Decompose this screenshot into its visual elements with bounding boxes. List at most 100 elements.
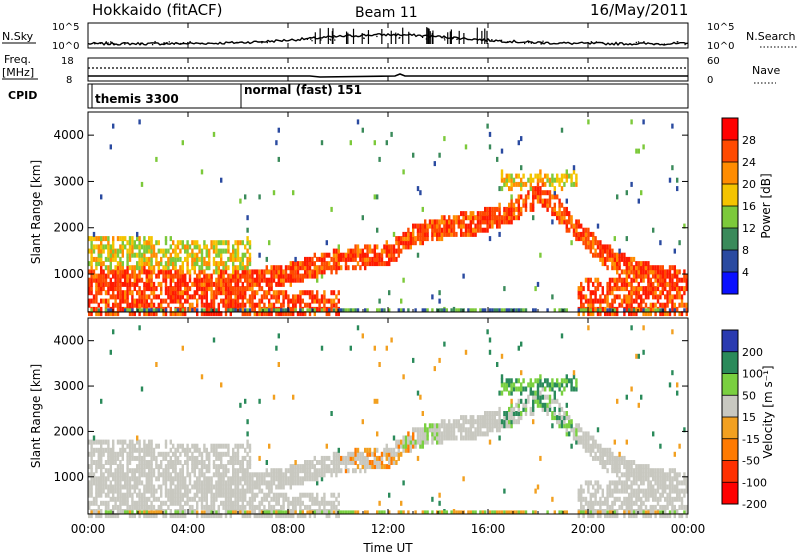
velocity-cell <box>669 382 671 387</box>
power-cell <box>503 286 505 291</box>
power-cell <box>189 286 191 291</box>
velocity-cell <box>484 431 486 436</box>
noise-search-point <box>501 40 502 41</box>
velocity-cell <box>652 485 654 490</box>
velocity-cell <box>316 468 318 473</box>
velocity-cell <box>402 436 404 441</box>
power-cell <box>374 194 376 199</box>
velocity-cell <box>122 440 124 445</box>
power-cell <box>167 257 169 262</box>
power-cell <box>671 294 673 299</box>
power-cell <box>587 228 589 233</box>
power-cell <box>657 265 659 270</box>
velocity-cell <box>220 501 222 506</box>
velocity-cell <box>460 423 462 428</box>
power-cell <box>213 290 215 295</box>
velocity-cell <box>414 427 416 432</box>
velocity-cell <box>220 382 222 387</box>
velocity-cell <box>114 497 116 502</box>
range-tick-label: 3000 <box>53 174 84 188</box>
power-cell <box>515 174 517 179</box>
velocity-cell <box>652 505 654 510</box>
velocity-cell <box>354 448 356 453</box>
colorbar-segment <box>722 206 738 228</box>
velocity-cell <box>592 456 594 461</box>
velocity-cell <box>616 509 618 514</box>
power-cell <box>110 278 112 283</box>
noise-search-point <box>107 42 108 43</box>
velocity-cell <box>93 509 95 514</box>
velocity-cell <box>628 460 630 465</box>
power-cell <box>141 182 143 187</box>
power-cell <box>642 119 644 124</box>
velocity-cell <box>604 460 606 465</box>
power-cell <box>570 215 572 220</box>
power-cell <box>585 294 587 299</box>
velocity-cell <box>438 501 440 506</box>
velocity-cell <box>105 460 107 465</box>
velocity-cell <box>278 362 280 367</box>
power-cell <box>467 215 469 220</box>
cpid-label: CPID <box>8 89 37 102</box>
power-cell <box>194 307 196 312</box>
velocity-cell <box>474 419 476 424</box>
power-cell <box>316 290 318 295</box>
velocity-cell <box>498 436 500 441</box>
velocity-cell <box>198 448 200 453</box>
velocity-cell <box>170 456 172 461</box>
velocity-cell <box>441 431 443 436</box>
power-cell <box>388 290 390 295</box>
noise-search-point <box>169 41 170 42</box>
velocity-cell <box>676 382 678 387</box>
velocity-cell <box>354 468 356 473</box>
power-cell <box>172 274 174 279</box>
power-cell <box>666 269 668 274</box>
noise-search-point <box>458 38 459 39</box>
power-cell <box>616 278 618 283</box>
velocity-cell <box>129 440 131 445</box>
velocity-cell <box>654 468 656 473</box>
power-cell <box>246 215 248 220</box>
velocity-cell <box>640 497 642 502</box>
velocity-cell <box>609 505 611 510</box>
velocity-cell <box>318 501 320 506</box>
velocity-cell <box>177 456 179 461</box>
power-cell <box>582 303 584 308</box>
power-cell <box>546 190 548 195</box>
velocity-cell <box>618 489 620 494</box>
power-cell <box>227 265 229 270</box>
velocity-cell <box>532 391 534 396</box>
power-cell <box>314 261 316 266</box>
power-cell <box>570 174 572 179</box>
velocity-cell <box>100 440 102 445</box>
power-cell <box>158 240 160 245</box>
velocity-cell <box>95 440 97 445</box>
power-cell <box>678 286 680 291</box>
noise-search-point <box>664 43 665 44</box>
power-cell <box>335 303 337 308</box>
velocity-cell <box>340 468 342 473</box>
velocity-cell <box>455 419 457 424</box>
velocity-cell <box>311 460 313 465</box>
power-cell <box>681 294 683 299</box>
power-cell <box>587 278 589 283</box>
power-cell <box>563 207 565 212</box>
range-tick-label: 4000 <box>53 334 84 348</box>
power-cell <box>244 286 246 291</box>
velocity-cell <box>556 399 558 404</box>
velocity-cell <box>582 505 584 510</box>
power-cell <box>162 265 164 270</box>
power-cell <box>659 265 661 270</box>
power-cell <box>107 236 109 241</box>
power-cell <box>664 294 666 299</box>
power-cell <box>566 207 568 212</box>
power-cell <box>117 261 119 266</box>
power-cell <box>683 303 685 308</box>
velocity-cell <box>126 444 128 449</box>
velocity-cell <box>299 476 301 481</box>
range-tick-label: 2000 <box>53 424 84 438</box>
power-cell <box>609 244 611 249</box>
power-cell <box>134 299 136 304</box>
velocity-cell <box>141 456 143 461</box>
